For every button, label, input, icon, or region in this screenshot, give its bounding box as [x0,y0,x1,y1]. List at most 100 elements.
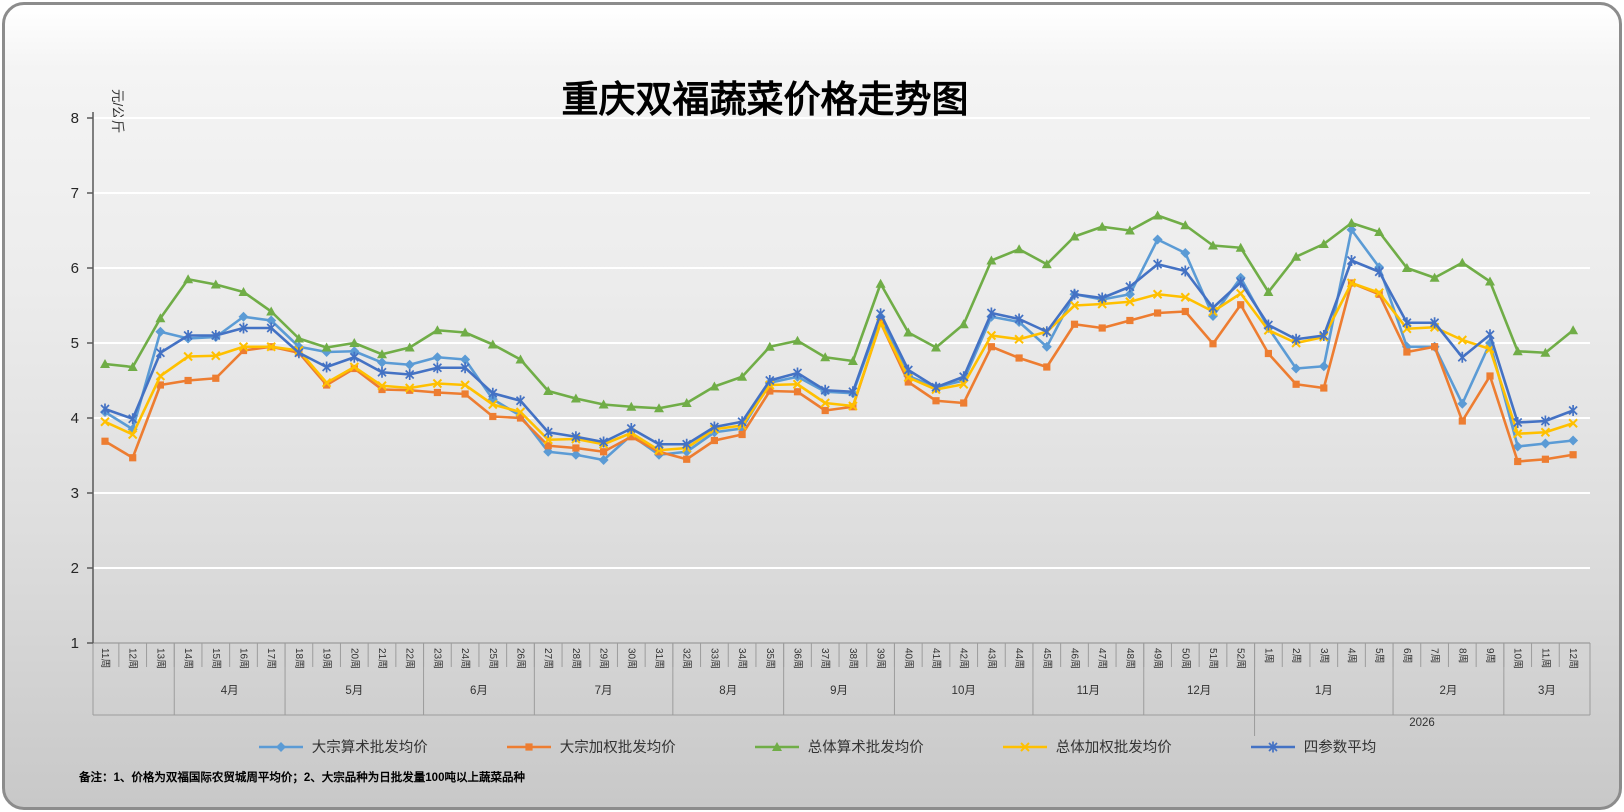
svg-text:15周: 15周 [210,648,222,669]
x-axis [93,642,1590,716]
svg-text:10周: 10周 [1512,648,1524,669]
svg-text:48周: 48周 [1124,648,1136,669]
legend-marker-star-icon [1250,741,1295,752]
y-axis: 8 7 6 5 4 3 2 1 [71,110,94,652]
week-labels: 11周 12周 13周 14周 15周 16周 17周 18周 19周 20周 21周 22周 23周 2… [99,648,1579,669]
series-四参数平均 [100,255,1578,450]
svg-text:43周: 43周 [985,648,997,669]
legend-item-2: 大宗加权批发均价 [506,736,676,757]
month-band: 4月 5月 6月 7月 8月 9月 10月 11月 12月 1月 2月 3月 [92,643,1591,736]
legend-label: 四参数平均 [1303,740,1377,756]
svg-text:34周: 34周 [736,648,748,669]
svg-text:29周: 29周 [598,648,610,669]
svg-text:7周: 7周 [1429,648,1441,664]
svg-text:5: 5 [71,335,79,352]
svg-text:25周: 25周 [487,648,499,669]
svg-text:1: 1 [71,635,79,652]
svg-text:27周: 27周 [542,648,554,669]
svg-text:19周: 19周 [321,648,333,669]
svg-text:26周: 26周 [515,648,527,669]
legend-label: 大宗算术批发均价 [311,740,428,756]
svg-text:41周: 41周 [930,648,942,669]
svg-text:22周: 22周 [404,648,416,669]
svg-text:37周: 37周 [819,648,831,669]
svg-text:35周: 35周 [764,648,776,669]
svg-text:9周: 9周 [1484,648,1496,664]
svg-text:8月: 8月 [719,685,737,697]
svg-text:10月: 10月 [952,685,976,697]
svg-text:8: 8 [71,110,79,127]
svg-text:6月: 6月 [470,685,488,697]
svg-text:45周: 45周 [1041,648,1053,669]
svg-text:11周: 11周 [99,648,111,668]
legend-label: 大宗加权批发均价 [559,740,676,756]
legend-item-5: 四参数平均 [1250,736,1377,757]
svg-text:5周: 5周 [1373,648,1385,664]
svg-text:18周: 18周 [293,648,305,669]
svg-text:39周: 39周 [875,648,887,669]
legend-marker-triangle-icon [754,741,799,751]
legend-label: 总体加权批发均价 [1055,740,1172,756]
svg-text:14周: 14周 [182,648,194,669]
svg-text:2周: 2周 [1290,648,1302,664]
svg-text:12周: 12周 [1567,648,1579,669]
legend-item-4: 总体加权批发均价 [1002,736,1172,757]
svg-text:28周: 28周 [570,648,582,669]
legend-marker-diamond-icon [258,741,303,752]
svg-text:11月: 11月 [1077,685,1100,697]
svg-text:23周: 23周 [431,648,443,669]
svg-text:9月: 9月 [830,685,848,697]
svg-text:30周: 30周 [625,648,637,669]
svg-text:1月: 1月 [1315,685,1333,697]
svg-text:4月: 4月 [221,685,239,697]
svg-text:7: 7 [71,185,79,202]
legend-marker-square-icon [506,742,551,751]
svg-text:13周: 13周 [154,648,166,669]
svg-text:12周: 12周 [127,648,139,669]
svg-text:44周: 44周 [1013,648,1025,669]
svg-text:24周: 24周 [459,648,471,669]
footnote: 备注：1、价格为双福国际农贸城周平均价；2、大宗品种为日批发量100吨以上蔬菜品… [79,772,525,784]
svg-text:6周: 6周 [1401,648,1413,664]
svg-text:21周: 21周 [376,648,388,669]
svg-text:40周: 40周 [902,648,914,669]
svg-text:51周: 51周 [1207,648,1219,669]
svg-text:8周: 8周 [1456,648,1468,664]
svg-text:2: 2 [71,560,79,577]
series-总体算术批发均价 [100,210,1579,413]
svg-text:7月: 7月 [595,685,613,697]
series-总体加权批发均价 [100,278,1578,455]
gridlines [93,117,1590,569]
svg-text:16周: 16周 [238,648,250,669]
svg-text:3: 3 [71,485,79,502]
svg-text:38周: 38周 [847,648,859,669]
legend-marker-x-icon [1002,741,1047,752]
svg-text:4: 4 [71,410,79,427]
svg-text:20周: 20周 [348,648,360,669]
legend: 大宗算术批发均价 大宗加权批发均价 总体算术批发均价 总体加权批发均价 四参数平均 [5,736,1619,757]
svg-text:52周: 52周 [1235,648,1247,669]
svg-text:46周: 46周 [1069,648,1081,669]
svg-text:31周: 31周 [653,648,665,669]
svg-text:5月: 5月 [345,685,363,697]
svg-text:36周: 36周 [792,648,804,669]
svg-text:6: 6 [71,260,79,277]
series-大宗加权批发均价 [101,279,1577,466]
svg-text:49周: 49周 [1152,648,1164,669]
svg-text:4周: 4周 [1346,648,1358,664]
svg-text:50周: 50周 [1179,648,1191,669]
svg-text:3月: 3月 [1538,685,1556,697]
svg-text:11周: 11周 [1539,648,1551,668]
svg-text:42周: 42周 [958,648,970,669]
legend-label: 总体算术批发均价 [807,740,924,756]
svg-text:32周: 32周 [681,648,693,669]
svg-text:47周: 47周 [1096,648,1108,669]
svg-text:1周: 1周 [1262,648,1274,664]
chart-title: 重庆双福蔬菜价格走势图 [561,80,969,121]
svg-text:17周: 17周 [265,648,277,669]
legend-item-3: 总体算术批发均价 [754,736,924,757]
legend-item-1: 大宗算术批发均价 [258,736,428,757]
svg-text:12月: 12月 [1187,685,1211,697]
svg-text:3周: 3周 [1318,648,1330,664]
